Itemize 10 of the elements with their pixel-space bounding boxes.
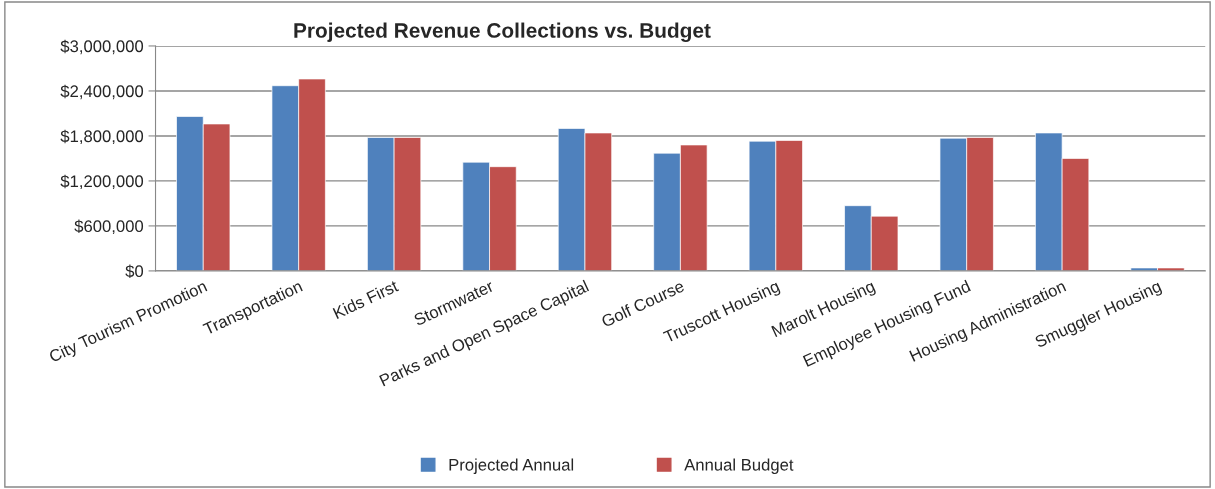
legend-label: Annual Budget [684,458,794,474]
y-tick-label: $3,000,000 [60,39,144,55]
x-tick-label: Kids First [332,279,400,320]
chart-title: Projected Revenue Collections vs. Budget [294,22,711,43]
y-tick-label: $2,400,000 [60,84,144,100]
y-tick-label: $0 [125,264,144,279]
y-tick-label: $600,000 [74,219,144,235]
legend-label: Projected Annual [449,458,574,474]
y-tick-label: $1,800,000 [60,129,144,145]
y-tick-label: $1,200,000 [60,174,144,190]
